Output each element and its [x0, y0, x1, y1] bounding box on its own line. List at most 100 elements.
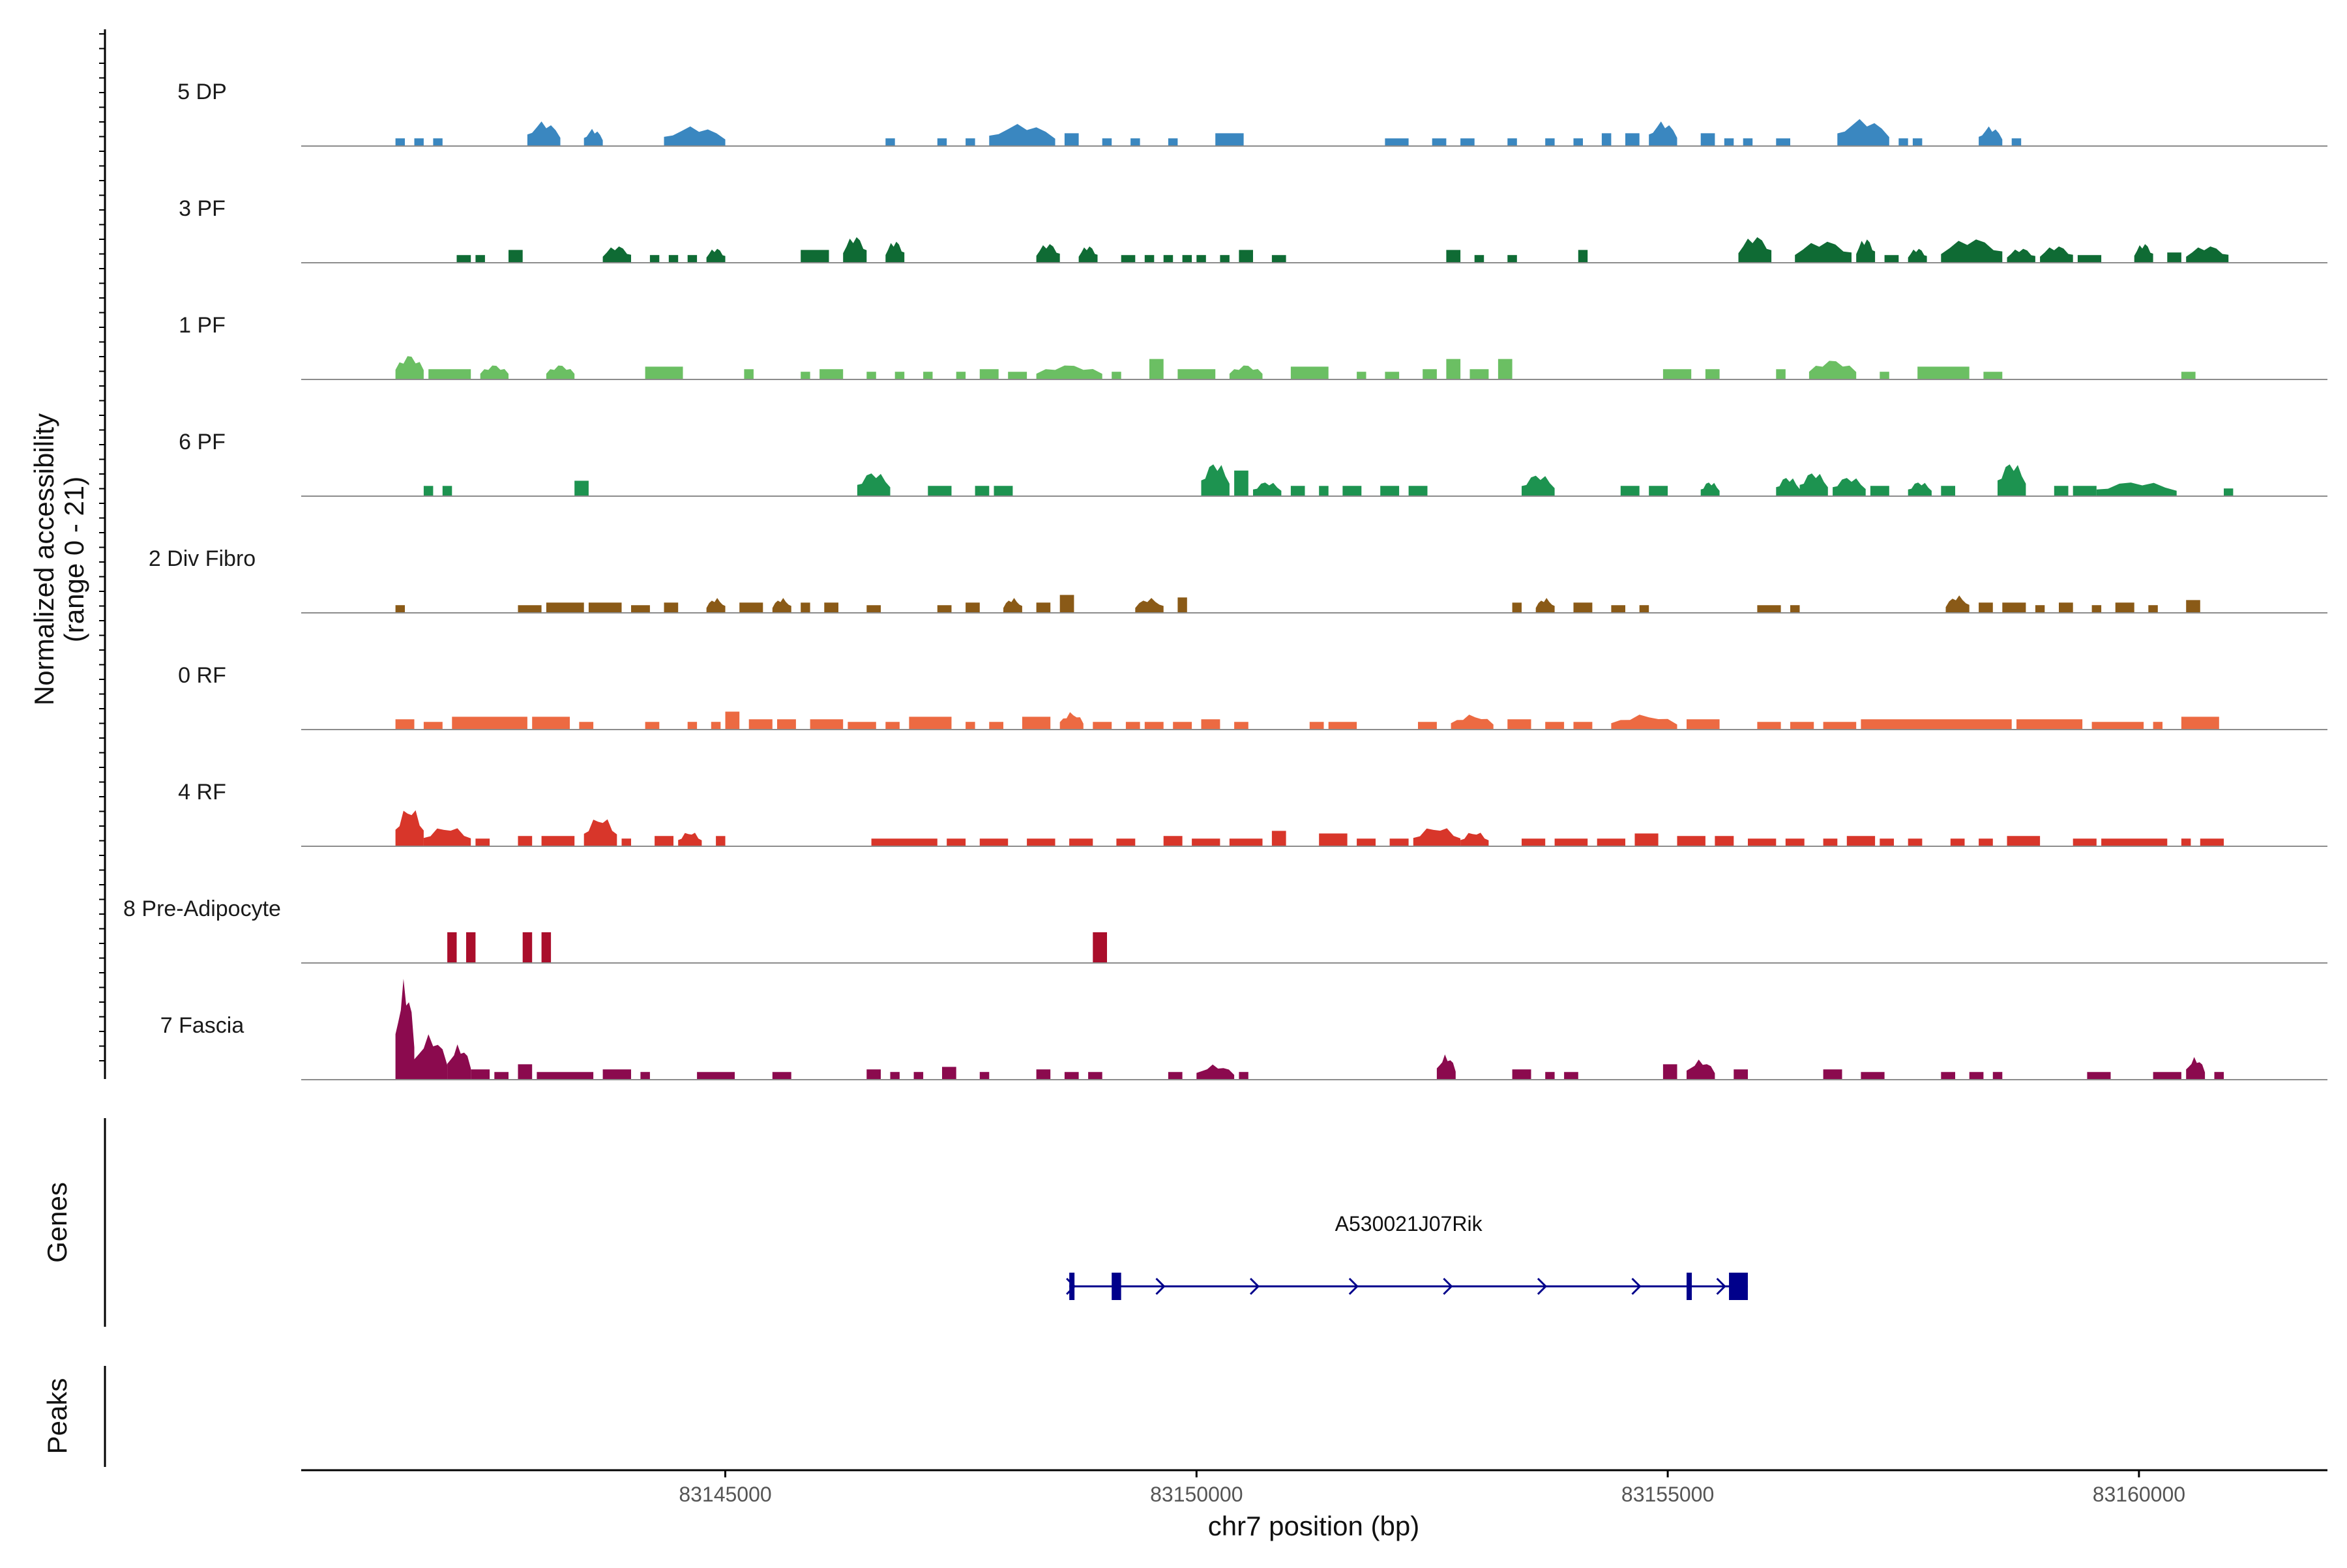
- coverage-peak: [1112, 372, 1121, 379]
- coverage-peak: [2134, 244, 2153, 263]
- coverage-peak: [1196, 1064, 1235, 1080]
- coverage-peak: [1790, 722, 1814, 730]
- coverage-peak: [1088, 1072, 1102, 1080]
- coverage-peak: [801, 602, 810, 613]
- coverage-peak: [1144, 722, 1164, 730]
- coverage-peak: [2054, 486, 2069, 496]
- coverage-peak: [1027, 838, 1055, 846]
- coverage-peak: [574, 481, 589, 496]
- coverage-peak: [1064, 1072, 1079, 1080]
- coverage-peak: [1446, 359, 1461, 379]
- coverage-peak: [2153, 722, 2162, 730]
- coverage-peak: [645, 722, 660, 730]
- coverage-peak: [1093, 722, 1112, 730]
- coverage-peak: [668, 255, 679, 263]
- coverage-peak: [966, 602, 980, 613]
- coverage-peak: [2224, 488, 2234, 496]
- coverage-peak: [1036, 602, 1051, 613]
- coverage-peak: [1998, 464, 2026, 496]
- coverage-peak: [1677, 836, 1705, 846]
- coverage-peak: [1573, 722, 1593, 730]
- x-tick-label: 83150000: [1150, 1483, 1243, 1506]
- coverage-peak: [801, 250, 829, 263]
- track-2-div-fibro: 2 Div Fibro: [149, 546, 2327, 614]
- coverage-peak: [1833, 478, 1866, 496]
- strand-arrow: [1716, 1277, 1726, 1295]
- coverage-peak: [1757, 722, 1781, 730]
- track-7-fascia: 7 Fascia: [160, 979, 2327, 1080]
- coverage-peak: [395, 138, 405, 146]
- y-axis-title-line2: (range 0 - 21): [59, 477, 89, 642]
- coverage-peak: [1856, 239, 1876, 263]
- coverage-peak: [848, 722, 876, 730]
- coverage-peak: [1846, 836, 1876, 846]
- coverage-peak: [1917, 366, 1970, 379]
- track-label: 3 PF: [179, 196, 226, 221]
- coverage-peak: [1898, 138, 1908, 146]
- coverage-peak: [894, 372, 905, 379]
- coverage-peak: [1192, 838, 1220, 846]
- peaks-panel-title: Peaks: [42, 1378, 72, 1455]
- coverage-peak: [1432, 138, 1447, 146]
- coverage-peak: [966, 138, 975, 146]
- coverage-peak: [1884, 255, 1899, 263]
- coverage-peak: [509, 250, 523, 263]
- coverage-peak: [423, 486, 434, 496]
- coverage-peak: [1507, 138, 1517, 146]
- coverage-peak: [466, 932, 476, 963]
- coverage-peak: [583, 819, 617, 846]
- track-label: 4 RF: [178, 780, 226, 805]
- coverage-peak: [1271, 831, 1286, 846]
- coverage-peak: [1512, 1069, 1531, 1080]
- coverage-peak: [937, 605, 952, 613]
- coverage-peak: [885, 138, 895, 146]
- coverage-peak: [1776, 478, 1800, 496]
- coverage-peak: [1385, 372, 1400, 379]
- coverage-peak: [1290, 486, 1305, 496]
- coverage-peak: [1446, 250, 1461, 263]
- coverage-peak: [1460, 833, 1489, 846]
- coverage-peak: [1239, 1072, 1248, 1080]
- coverage-peak: [1357, 372, 1366, 379]
- coverage-peak: [428, 369, 471, 379]
- coverage-peak: [866, 1069, 881, 1080]
- coverage-peak: [2115, 602, 2134, 613]
- strand-arrow: [1249, 1277, 1260, 1295]
- coverage-peak: [1823, 1069, 1842, 1080]
- coverage-peak: [1451, 715, 1494, 730]
- coverage-peak: [801, 372, 810, 379]
- coverage-peak: [909, 717, 952, 730]
- coverage-peak: [1342, 486, 1362, 496]
- coverage-peak: [725, 711, 740, 730]
- coverage-peak: [975, 486, 990, 496]
- coverage-peak: [2200, 838, 2224, 846]
- coverage-peak: [602, 246, 631, 263]
- coverage-peak: [414, 138, 424, 146]
- coverage-peak: [1573, 138, 1583, 146]
- coverage-peak: [588, 602, 622, 613]
- coverage-peak: [2214, 1072, 2224, 1080]
- coverage-peak: [866, 372, 876, 379]
- coverage-peak: [1357, 838, 1376, 846]
- track-label: 8 Pre-Adipocyte: [123, 896, 281, 921]
- coverage-peak: [928, 486, 952, 496]
- track-label: 0 RF: [178, 663, 226, 688]
- coverage-peak: [1908, 248, 1927, 263]
- coverage-peak: [2186, 246, 2229, 263]
- coverage-peak: [452, 717, 527, 730]
- coverage-peak: [583, 128, 603, 146]
- coverage-peak: [1512, 602, 1522, 613]
- coverage-peak: [2167, 252, 2181, 263]
- strand-arrow: [1631, 1277, 1642, 1295]
- coverage-peak: [1649, 486, 1668, 496]
- gene-exon: [1687, 1273, 1692, 1300]
- coverage-peak: [532, 717, 570, 730]
- coverage-peak: [1776, 138, 1790, 146]
- coverage-peak: [819, 369, 844, 379]
- coverage-peak: [1715, 836, 1734, 846]
- strand-arrow: [1155, 1277, 1166, 1295]
- coverage-peak: [1423, 369, 1437, 379]
- coverage-peak: [1639, 605, 1649, 613]
- coverage-peak: [1808, 361, 1857, 379]
- coverage-peak: [942, 1067, 956, 1080]
